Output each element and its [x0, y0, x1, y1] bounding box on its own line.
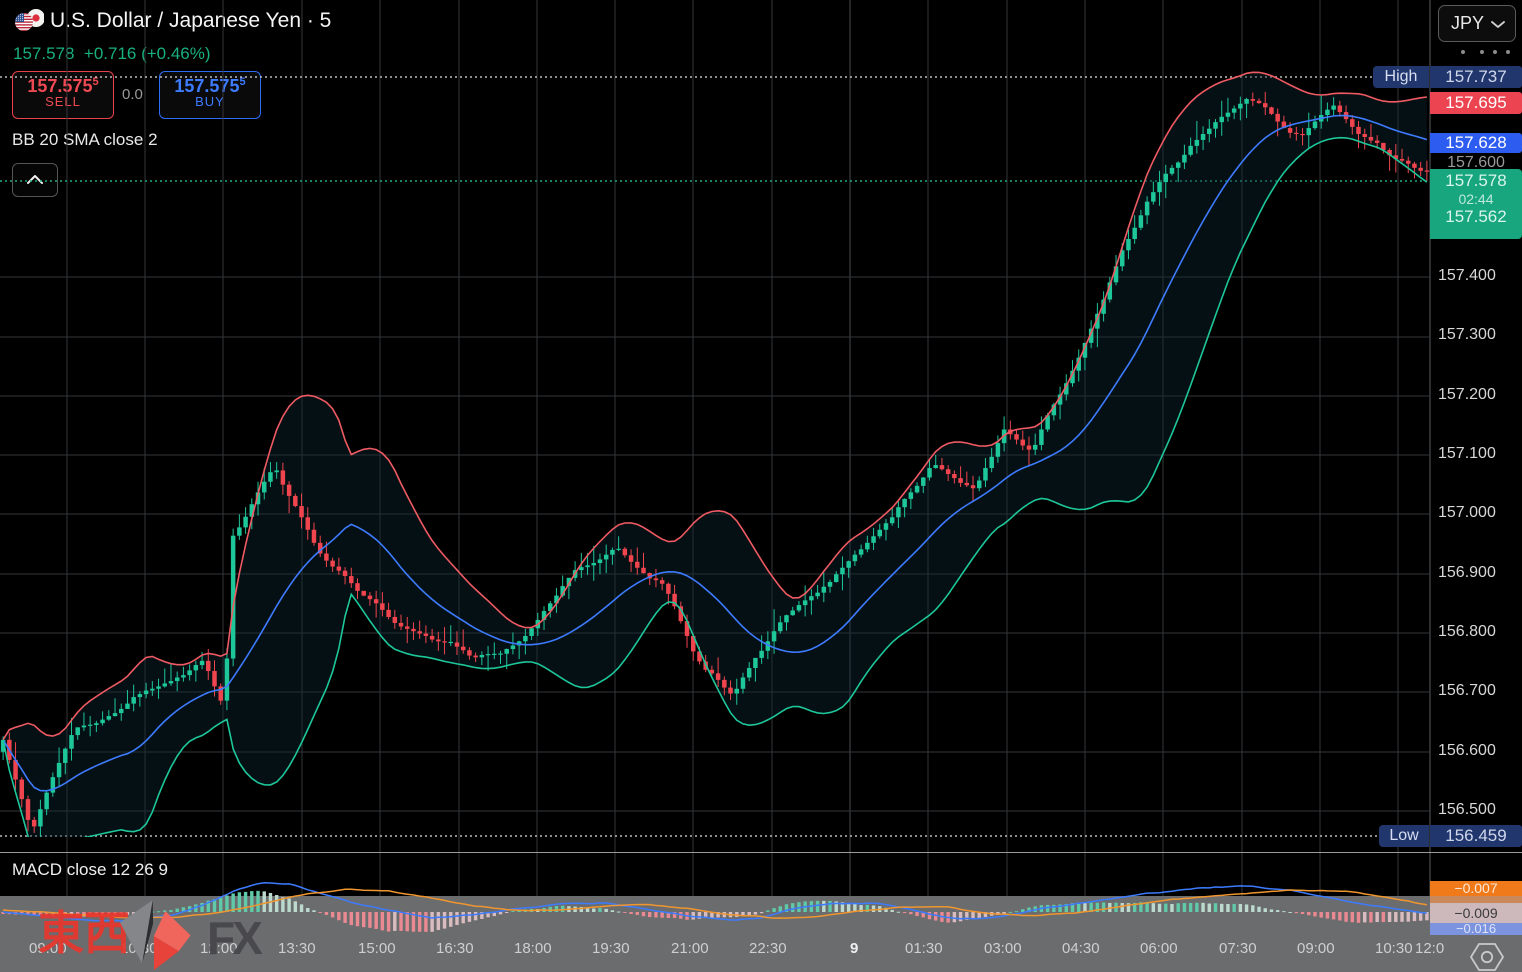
svg-text:東西: 東西 [38, 907, 130, 959]
